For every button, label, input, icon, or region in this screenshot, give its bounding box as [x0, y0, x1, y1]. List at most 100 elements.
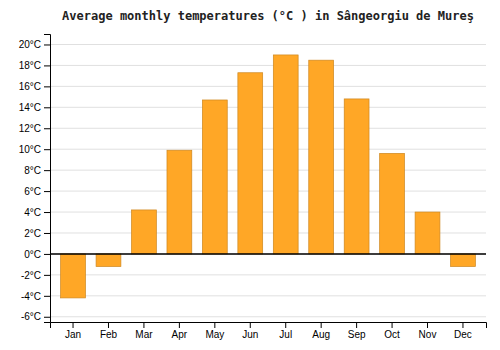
grid-line [50, 170, 486, 171]
x-tick-mark [179, 322, 180, 328]
x-tick: Sep [348, 322, 366, 340]
bar [415, 212, 440, 254]
y-tick: 2°C [24, 228, 50, 239]
x-tick: Jul [279, 322, 292, 340]
grid-line [50, 128, 486, 129]
x-tick-label: Jun [242, 329, 258, 340]
bar [96, 254, 121, 267]
x-tick-label: Jul [279, 329, 292, 340]
x-tick: Feb [100, 322, 118, 340]
y-tick: 10°C [19, 144, 50, 155]
y-tick-mark [44, 44, 50, 45]
bar [167, 150, 192, 254]
x-tick: Oct [384, 322, 400, 340]
y-tick: 8°C [24, 165, 50, 176]
y-tick-label: 4°C [24, 207, 41, 218]
bar [309, 60, 334, 254]
plot: -6°C-4°C-2°C0°C2°C4°C6°C8°C10°C12°C14°C1… [19, 35, 487, 341]
grid [50, 44, 486, 316]
x-tick: Mar [135, 322, 153, 340]
y-tick-label: 16°C [19, 81, 41, 92]
bar [344, 99, 369, 254]
y-tick-mark [44, 107, 50, 108]
x-tick-label: Mar [135, 329, 153, 340]
x-tick-label: May [205, 329, 224, 340]
zero-line [50, 253, 486, 255]
y-tick-label: -6°C [21, 311, 41, 322]
x-tick: May [205, 322, 224, 340]
x-tick-mark [285, 322, 286, 328]
x-tick-label: Feb [100, 329, 118, 340]
y-tick-mark [44, 191, 50, 192]
x-tick-label: Sep [348, 329, 366, 340]
x-axis-line [51, 323, 487, 329]
x-tick: Jun [242, 322, 258, 340]
y-tick: -6°C [21, 311, 50, 322]
y-tick-mark [44, 86, 50, 87]
x-tick: Dec [454, 322, 472, 340]
y-tick-mark [44, 296, 50, 297]
y-tick-label: 18°C [19, 60, 41, 71]
y-tick-mark [44, 275, 50, 276]
y-tick-mark [44, 65, 50, 66]
y-tick: 4°C [24, 207, 50, 218]
grid-line [50, 191, 486, 192]
x-tick: Apr [172, 322, 188, 340]
bar [61, 254, 86, 298]
grid-line [50, 86, 486, 87]
y-axis-line [44, 35, 51, 323]
x-tick-mark [214, 322, 215, 328]
y-tick-label: 6°C [24, 186, 41, 197]
bar [273, 55, 298, 254]
grid-line [50, 274, 486, 275]
grid-line [50, 65, 486, 66]
y-axis: -6°C-4°C-2°C0°C2°C4°C6°C8°C10°C12°C14°C1… [19, 35, 51, 323]
chart: -6°C-4°C-2°C0°C2°C4°C6°C8°C10°C12°C14°C1… [0, 0, 500, 350]
x-tick-mark [321, 322, 322, 328]
y-tick-mark [44, 128, 50, 129]
x-tick-mark [392, 322, 393, 328]
title: Average monthly temperatures (°C ) in Sâ… [62, 9, 474, 23]
y-tick: 6°C [24, 186, 50, 197]
y-tick: 18°C [19, 60, 50, 71]
y-tick: -4°C [21, 291, 50, 302]
bar [202, 100, 227, 254]
y-tick-mark [44, 233, 50, 234]
grid-line [50, 149, 486, 150]
grid-line [50, 316, 486, 317]
x-tick-mark [73, 322, 74, 328]
x-tick: Nov [419, 322, 437, 340]
y-tick-mark [44, 149, 50, 150]
bar [451, 254, 476, 267]
x-tick-mark [356, 322, 357, 328]
y-tick: 20°C [19, 39, 50, 50]
y-tick-mark [44, 254, 50, 255]
x-tick: Jan [65, 322, 81, 340]
x-axis: Jan Feb Mar Apr May Jun Jul Aug Sep Oct Nov Dec [51, 322, 487, 340]
y-tick-label: 10°C [19, 144, 41, 155]
x-tick-label: Oct [384, 329, 400, 340]
x-tick-mark [250, 322, 251, 328]
x-tick-label: Aug [312, 329, 330, 340]
y-tick-mark [44, 212, 50, 213]
x-tick-mark [462, 322, 463, 328]
bar [132, 210, 157, 254]
y-tick: 12°C [19, 123, 50, 134]
grid-line [50, 253, 486, 254]
y-tick-mark [44, 170, 50, 171]
y-tick-label: -4°C [21, 291, 41, 302]
y-tick-label: 2°C [24, 228, 41, 239]
y-tick: 0°C [24, 249, 50, 260]
x-tick-label: Nov [419, 329, 437, 340]
y-tick-label: 8°C [24, 165, 41, 176]
grid-line [50, 295, 486, 296]
bar [238, 73, 263, 254]
bars [61, 55, 476, 298]
y-tick-label: 20°C [19, 39, 41, 50]
y-tick-label: 12°C [19, 123, 41, 134]
x-tick-label: Apr [172, 329, 188, 340]
grid-line [50, 107, 486, 108]
x-tick-label: Dec [454, 329, 472, 340]
x-tick: Aug [312, 322, 330, 340]
x-tick-label: Jan [65, 329, 81, 340]
